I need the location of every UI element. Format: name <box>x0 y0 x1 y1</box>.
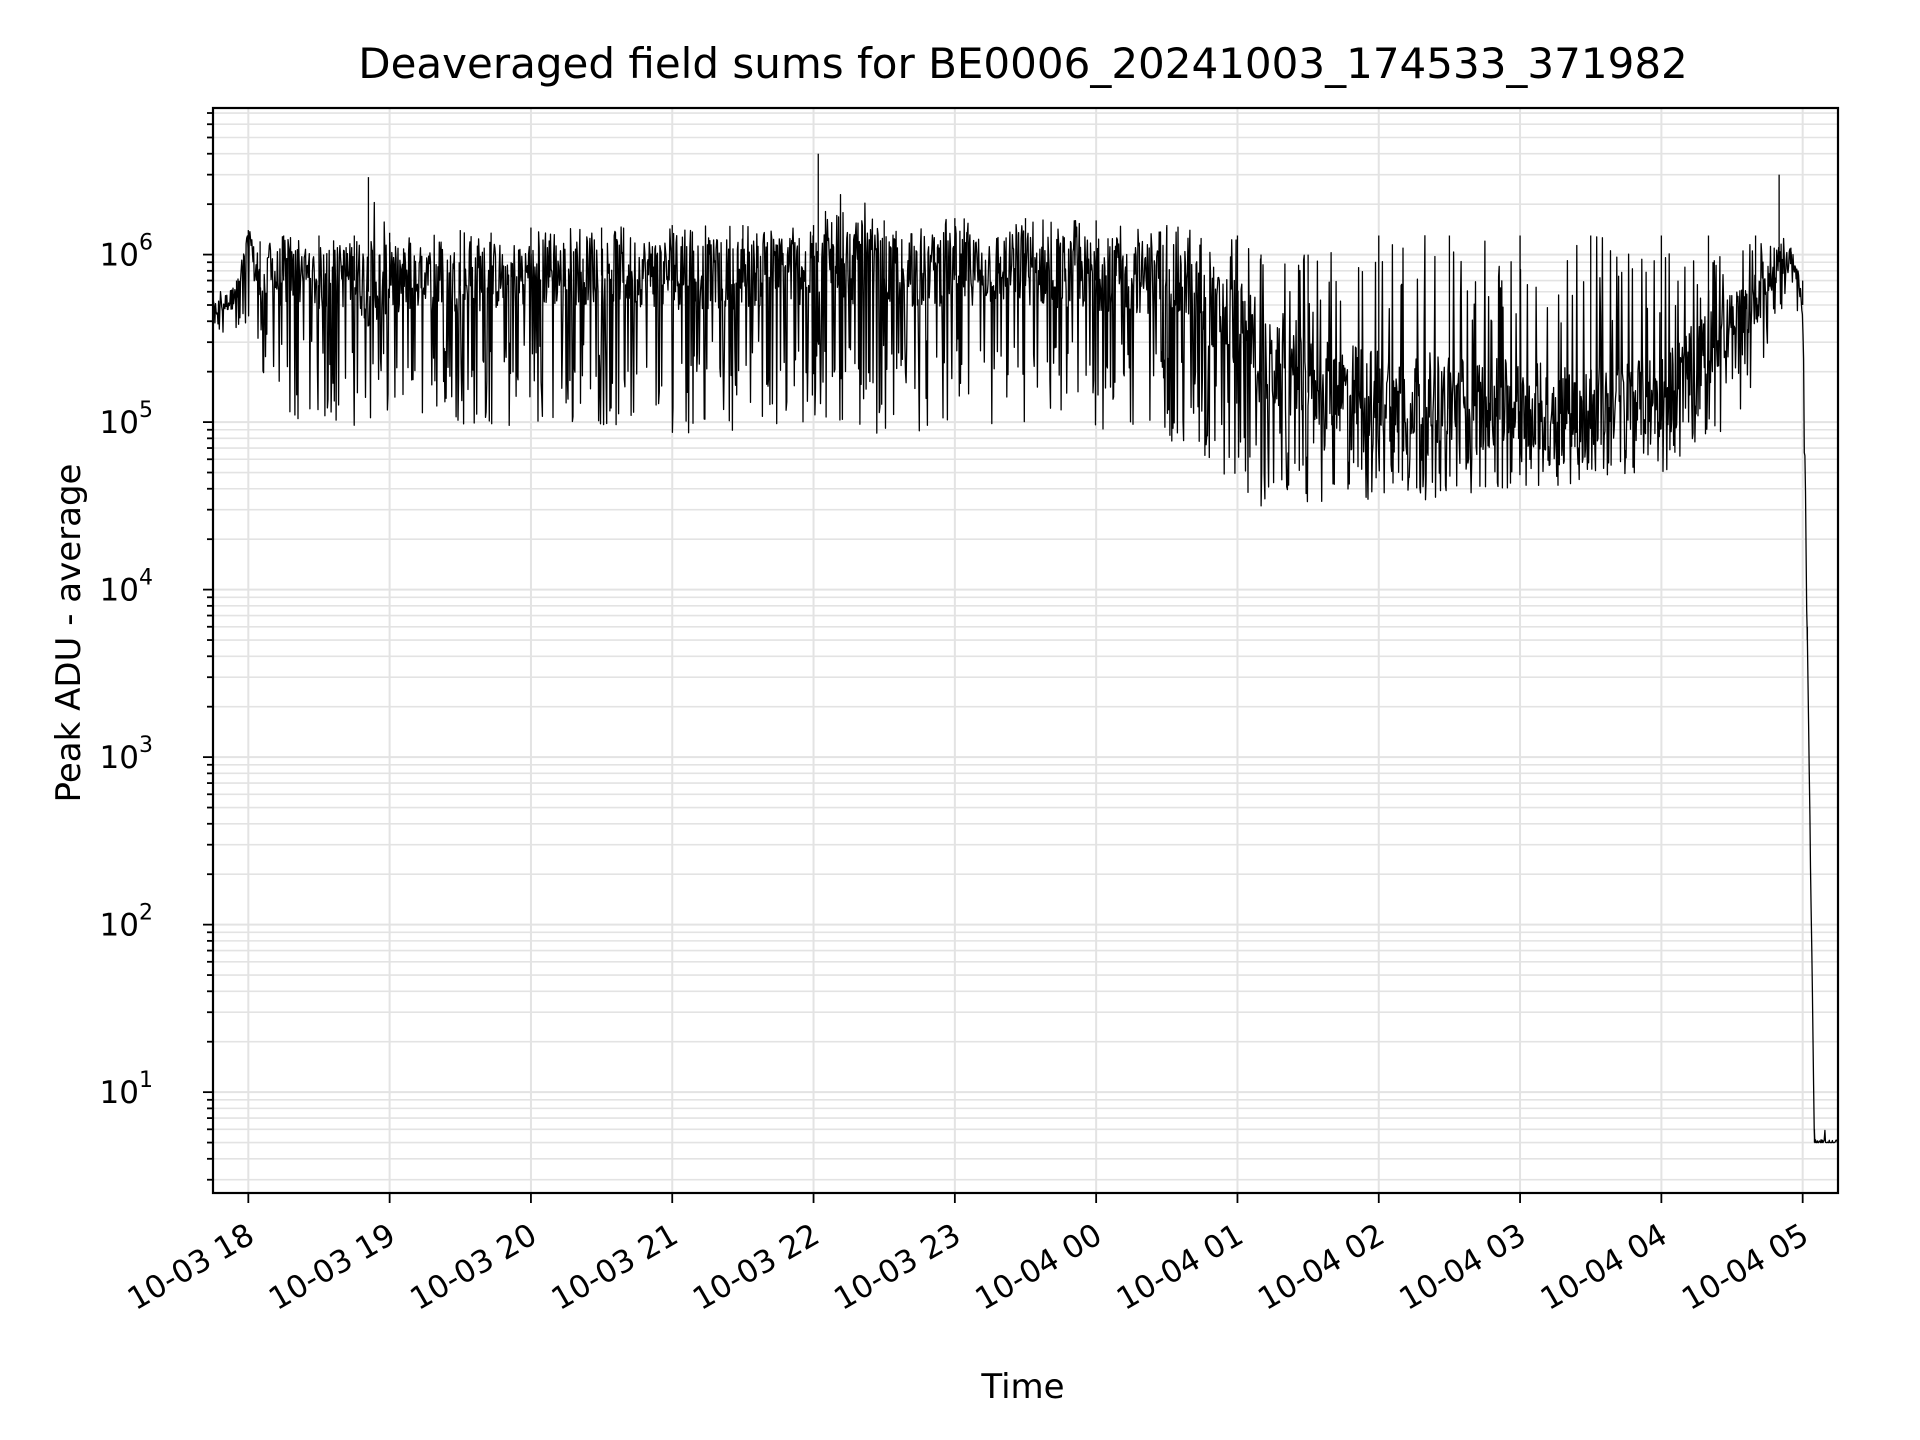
y-tick-base: 10 <box>100 573 139 609</box>
y-tick-base: 10 <box>100 1075 139 1111</box>
y-tick-base: 10 <box>100 405 139 441</box>
y-tick-base: 10 <box>100 908 139 944</box>
y-tick-label: 104 <box>100 566 153 609</box>
y-tick-base: 10 <box>100 238 139 274</box>
y-tick-exponent: 3 <box>139 733 153 758</box>
y-axis-label: Peak ADU - average <box>49 464 89 803</box>
plot-frame <box>211 106 1840 1195</box>
y-tick-exponent: 4 <box>139 566 153 591</box>
y-tick-exponent: 1 <box>139 1068 153 1093</box>
y-tick-exponent: 6 <box>139 231 153 256</box>
y-tick-label: 102 <box>100 901 153 944</box>
y-tick-exponent: 5 <box>139 398 153 423</box>
data-series <box>212 153 1839 1144</box>
y-tick-base: 10 <box>100 740 139 776</box>
series-line <box>212 193 1839 1144</box>
chart-title: Deaveraged field sums for BE0006_2024100… <box>358 39 1688 88</box>
y-tick-label: 101 <box>100 1068 153 1111</box>
y-tick-label: 105 <box>100 398 153 441</box>
x-axis-label: Time <box>980 1367 1064 1407</box>
y-tick-label: 103 <box>100 733 153 776</box>
y-tick-label: 106 <box>100 231 153 274</box>
y-tick-exponent: 2 <box>139 901 153 926</box>
